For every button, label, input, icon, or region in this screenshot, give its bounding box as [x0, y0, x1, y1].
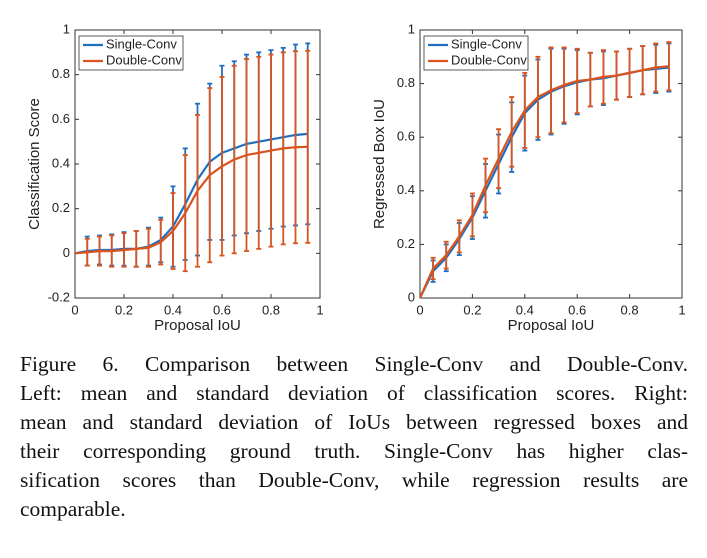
- series-line: [419, 66, 670, 299]
- plot-frame: [74, 29, 321, 299]
- x-tick-label: 0.8: [262, 302, 280, 317]
- caption: Figure 6. Comparison between Single-Conv…: [20, 350, 688, 524]
- caption-line: sification scores than Double-Conv, whil…: [20, 468, 688, 492]
- caption-line: their corresponding ground truth. Single…: [20, 439, 688, 463]
- plot-frame: [419, 29, 683, 299]
- legend-box: [78, 35, 184, 71]
- y-tick-label: 1: [63, 21, 70, 36]
- y-tick-label: 0.6: [52, 111, 70, 126]
- caption-line: Figure 6. Comparison between Single-Conv…: [20, 352, 688, 376]
- y-tick-label: 0.8: [397, 75, 415, 90]
- x-tick-label: 0: [71, 302, 78, 317]
- y-tick-label: 0: [408, 289, 415, 304]
- figure: 0 0.2 0.4 0.6 0.8 1-0.200.20.40.60.81Proposal…: [26, 21, 686, 334]
- series-line: [74, 145, 308, 255]
- x-tick-label: 0.6: [213, 302, 231, 317]
- x-axis-label: Proposal IoU: [154, 317, 241, 334]
- legend-label: Double-Conv: [451, 52, 527, 67]
- legend-label: Single-Conv: [106, 36, 177, 51]
- legend-label: Single-Conv: [451, 36, 522, 51]
- y-tick-label: -0.2: [48, 289, 70, 304]
- x-tick-label: 0.4: [164, 302, 182, 317]
- y-tick-label: 0: [63, 245, 70, 260]
- legend-box: [423, 35, 529, 71]
- legend-label: Double-Conv: [106, 52, 182, 67]
- x-tick-label: 1: [316, 302, 323, 317]
- y-tick-label: 0.4: [52, 155, 70, 170]
- x-tick-label: 0: [416, 302, 423, 317]
- x-tick-label: 0.8: [621, 302, 639, 317]
- caption-line: Left: mean and standard deviation of cla…: [20, 381, 688, 405]
- y-axis-label: Regressed Box IoU: [371, 99, 388, 229]
- y-tick-label: 0.6: [397, 129, 415, 144]
- x-tick-label: 0.2: [115, 302, 133, 317]
- y-tick-label: 0.2: [397, 236, 415, 251]
- x-tick-label: 1: [678, 302, 685, 317]
- series-line: [74, 132, 308, 255]
- x-tick-label: 0.6: [568, 302, 586, 317]
- x-tick-label: 0.4: [516, 302, 534, 317]
- series-line: [418, 65, 670, 299]
- caption-line: mean and standard deviation of IoUs betw…: [20, 410, 688, 434]
- y-tick-label: 0.8: [52, 66, 70, 81]
- x-axis-label: Proposal IoU: [508, 317, 595, 334]
- y-tick-label: 1: [408, 21, 415, 36]
- y-tick-label: 0.4: [397, 182, 415, 197]
- caption-line: comparable.: [20, 497, 126, 521]
- y-axis-label: Classification Score: [26, 98, 43, 230]
- y-tick-label: 0.2: [52, 200, 70, 215]
- x-tick-label: 0.2: [463, 302, 481, 317]
